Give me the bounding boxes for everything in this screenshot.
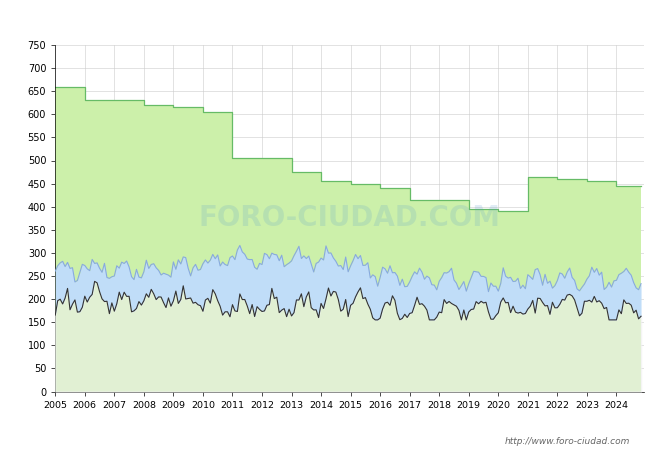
Text: FORO-CIUDAD.COM: FORO-CIUDAD.COM — [198, 204, 500, 232]
Text: http://www.foro-ciudad.com: http://www.foro-ciudad.com — [505, 436, 630, 446]
Text: Cantalpino - Evolucion de la poblacion en edad de Trabajar Noviembre de 2024: Cantalpino - Evolucion de la poblacion e… — [99, 14, 551, 24]
